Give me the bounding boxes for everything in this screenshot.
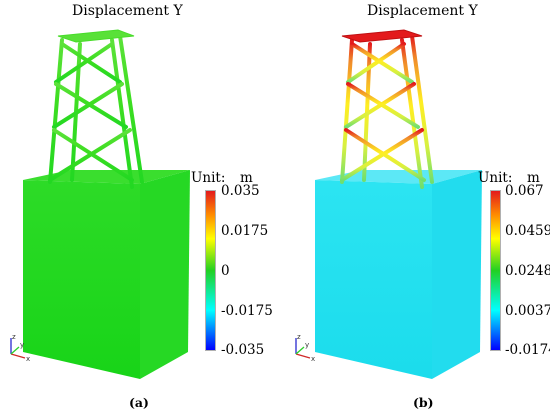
panel-a-tick: -0.0175 [221,303,273,319]
panel-a-caption: (a) [129,395,149,410]
panel-a-axis-y: y [20,341,24,349]
panel-a-block-front [23,180,140,379]
panel-b-unit: m [527,170,540,186]
panel-b-axis-z: z [297,333,301,341]
panel-b-title: Displacement Y [367,3,478,19]
panel-b-axis-triad-icon: z x y [295,333,315,363]
panel-b-axis-y: y [305,341,309,349]
panel-a-axis-x: x [26,355,30,363]
panel-a-block-side [140,170,190,379]
panel-a-tower [48,34,144,189]
panel-a-block-top [23,170,190,184]
panel-b-tick: 0.0248 [505,263,550,279]
panel-b-deck [341,29,423,43]
panel-b-tick: -0.0174 [505,342,550,358]
panel-b-tick: 0.067 [505,183,544,199]
panel-a-tick: 0.0175 [221,223,269,239]
panel-a-axis-z: z [12,333,16,341]
panel-b-tower [340,34,434,189]
panel-a-axis-triad-icon: z x y [10,333,30,363]
panel-b-colorbar [490,190,501,351]
panel-a-tick: 0 [221,263,230,279]
panel-a-deck [57,29,135,43]
panel-b-axis-x: x [311,355,315,363]
panel-b-caption: (b) [413,395,434,410]
panel-b-model [315,29,482,379]
panel-a-tick: -0.035 [221,342,265,358]
panel-a-unit-label: Unit: [191,170,226,186]
panel-a-tick: 0.035 [221,183,260,199]
panel-b-block-top [315,170,482,184]
panel-b-tick: 0.0037 [505,303,550,319]
panel-a-colorbar [205,190,216,351]
panel-b-tick: 0.0459 [505,223,550,239]
panel-b-block-front [315,180,432,379]
panel-a-model [23,29,190,379]
panel-a-unit: m [240,170,253,186]
panel-b-block-side [432,170,482,379]
panel-b-unit-label: Unit: [478,170,513,186]
panel-a-title: Displacement Y [72,3,183,19]
